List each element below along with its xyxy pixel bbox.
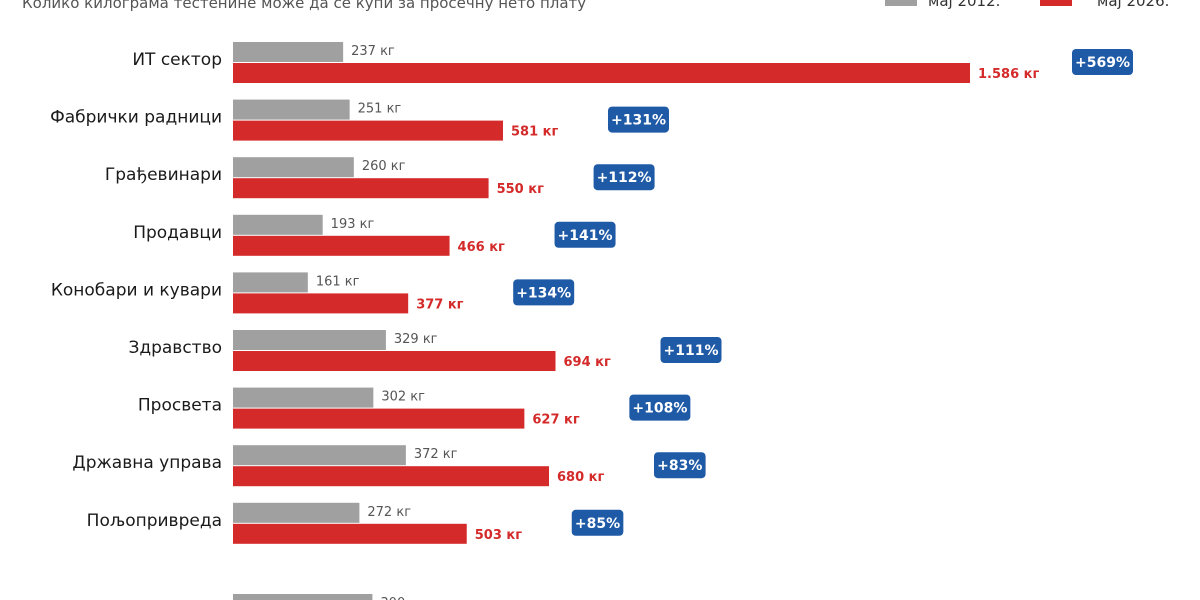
bar-2012-value-label: 302 кг (381, 390, 425, 405)
bar-2026 (233, 235, 450, 256)
bar-2012 (233, 272, 308, 293)
bar-2026-value-label: 694 кг (564, 355, 611, 370)
category-label: Фабрички радници (50, 108, 222, 128)
bar-2012 (233, 99, 350, 120)
change-badge (513, 279, 575, 306)
category-label: Грађевинари (105, 165, 222, 185)
bar-partial (233, 594, 373, 600)
change-badge (554, 221, 616, 248)
change-badge-label: +85% (575, 516, 620, 532)
change-badge (1072, 49, 1133, 75)
bar-2026-value-label: 581 кг (511, 125, 558, 140)
bar-2026-value-label: 627 кг (532, 413, 579, 428)
bar-2026 (233, 178, 489, 199)
bar-2026 (233, 523, 467, 544)
bar-2026-value-label: 680 кг (557, 470, 604, 485)
bar-2012 (233, 330, 386, 350)
bar-2026-value-label: 1.586 кг (978, 67, 1039, 82)
change-badge-label: +134% (516, 285, 571, 301)
bar-2026 (233, 63, 971, 83)
category-label: Конобари и кувари (51, 280, 222, 300)
bar-2026 (233, 466, 549, 487)
bar-partial-value-label: 300 (380, 596, 405, 600)
bar-2012-value-label: 272 кг (367, 505, 411, 520)
change-badge (660, 337, 722, 363)
change-badge-label: +131% (611, 113, 666, 129)
bar-2026-value-label: 503 кг (475, 528, 522, 543)
category-label: Пољопривреда (87, 511, 222, 531)
bar-2026-value-label: 377 кг (416, 297, 463, 312)
change-badge (607, 106, 669, 133)
change-badge-label: +141% (558, 228, 613, 244)
change-badge-label: +108% (632, 401, 687, 417)
legend-swatch-2012 (885, 0, 917, 6)
bar-2012 (233, 387, 374, 408)
bar-2026 (233, 351, 556, 371)
bar-2012-value-label: 372 кг (414, 447, 458, 462)
bar-2026 (233, 120, 503, 141)
bar-2012-value-label: 251 кг (358, 102, 402, 117)
bar-2026 (233, 408, 525, 429)
bar-2026-value-label: 550 кг (497, 182, 544, 197)
legend-label-2026: мај 2026. (1097, 0, 1170, 10)
chart-subtitle: Колико килограма тестенине може да се ку… (22, 0, 587, 12)
category-label: Просвета (138, 396, 222, 416)
bar-2026-value-label: 466 кг (458, 240, 505, 255)
category-label: Државна управа (72, 453, 222, 473)
bar-2012-value-label: 237 кг (351, 44, 395, 59)
bar-2012 (233, 42, 344, 62)
bar-2012-value-label: 329 кг (394, 332, 438, 347)
category-label: ИТ сектор (132, 50, 222, 70)
bar-2012 (233, 502, 360, 523)
change-badge-label: +112% (597, 170, 652, 186)
category-label: Здравство (128, 338, 222, 358)
change-badge (653, 452, 706, 479)
bar-2012 (233, 445, 406, 466)
change-badge-label: +569% (1075, 55, 1130, 71)
change-badge (571, 509, 624, 536)
bar-2012-value-label: 260 кг (362, 159, 406, 174)
change-badge-label: +111% (664, 343, 719, 359)
change-badge (629, 394, 691, 421)
bar-2012-value-label: 193 кг (331, 217, 375, 232)
bar-2026 (233, 293, 409, 314)
legend-swatch-2026 (1040, 0, 1072, 6)
bar-2012-value-label: 161 кг (316, 274, 360, 289)
bar-2012 (233, 157, 354, 178)
legend-label-2012: мај 2012. (928, 0, 1001, 10)
change-badge-label: +83% (657, 458, 702, 474)
bar-2012 (233, 214, 323, 235)
change-badge (593, 164, 655, 191)
category-label: Продавци (133, 223, 222, 243)
